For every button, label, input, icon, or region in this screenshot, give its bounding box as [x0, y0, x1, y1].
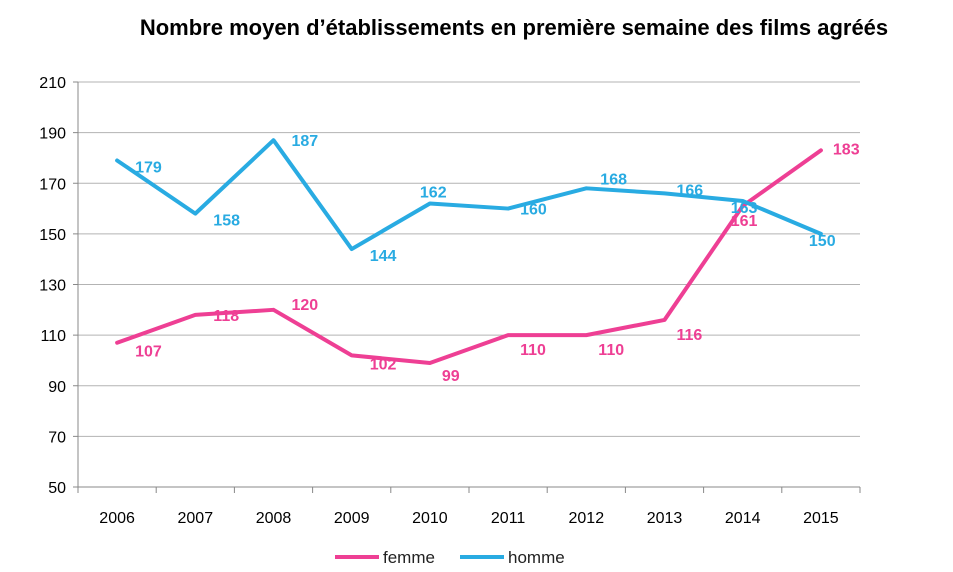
x-tick-label: 2009 — [334, 510, 370, 527]
series-lines — [115, 138, 823, 365]
data-label-homme: 150 — [809, 233, 836, 250]
grid-lines — [78, 81, 860, 437]
y-tick-label: 150 — [39, 227, 66, 244]
data-label-homme: 179 — [135, 159, 162, 176]
y-tick-label: 170 — [39, 176, 66, 193]
data-label-homme: 144 — [370, 248, 397, 265]
data-label-femme: 107 — [135, 344, 162, 361]
y-tick-label: 190 — [39, 126, 66, 143]
legend: femme homme — [335, 548, 565, 567]
data-label-femme: 110 — [598, 342, 624, 359]
x-axis-ticks: 2006 2007 2008 2009 2010 2011 2012 2013 2014 2015 — [77, 487, 861, 527]
y-tick-label: 110 — [40, 328, 66, 345]
data-label-femme: 102 — [370, 356, 397, 373]
y-tick-label: 50 — [48, 480, 66, 497]
data-label-femme: 120 — [292, 297, 319, 314]
x-tick-label: 2015 — [803, 510, 839, 527]
y-tick-label: 90 — [48, 379, 66, 396]
y-tick-label: 130 — [39, 278, 66, 295]
x-tick-label: 2008 — [256, 510, 292, 527]
data-label-homme: 187 — [292, 133, 319, 150]
chart-title: Nombre moyen d’établissements en premièr… — [140, 15, 888, 40]
x-tick-label: 2012 — [569, 510, 605, 527]
data-label-homme: 160 — [520, 202, 547, 219]
y-tick-label: 70 — [48, 429, 66, 446]
y-axis-ticks: 50 70 90 110 130 150 170 190 210 — [39, 75, 78, 497]
data-label-homme: 162 — [420, 185, 447, 202]
series-line-homme — [115, 138, 823, 252]
legend-label-homme: homme — [508, 548, 565, 567]
data-label-femme: 183 — [833, 141, 860, 158]
legend-label-femme: femme — [383, 548, 435, 567]
x-tick-label: 2010 — [412, 510, 448, 527]
data-label-homme: 158 — [213, 213, 240, 230]
data-label-femme: 110 — [520, 342, 546, 359]
x-tick-label: 2007 — [178, 510, 214, 527]
data-label-femme: 99 — [442, 368, 460, 385]
y-tick-label: 210 — [39, 75, 66, 92]
x-tick-label: 2011 — [491, 510, 526, 527]
x-tick-label: 2014 — [725, 510, 761, 527]
data-label-femme: 116 — [677, 327, 703, 344]
x-tick-label: 2006 — [99, 510, 135, 527]
series-line-femme — [115, 148, 823, 365]
x-tick-label: 2013 — [647, 510, 683, 527]
data-label-femme: 118 — [213, 308, 239, 325]
data-label-femme: 161 — [731, 213, 758, 230]
data-label-homme: 168 — [600, 171, 627, 188]
data-label-homme: 163 — [731, 200, 758, 217]
data-label-homme: 166 — [677, 182, 704, 199]
data-labels: 107 118 120 102 99 110 110 116 161 183 179 158 187 14… — [135, 133, 860, 385]
